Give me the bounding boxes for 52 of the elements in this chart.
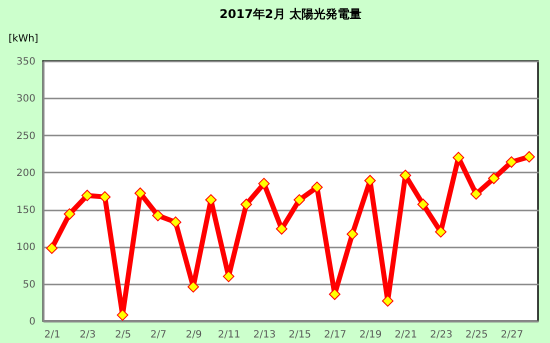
point [240,198,252,210]
point [64,208,76,220]
point [346,228,358,240]
point [152,210,164,222]
point [523,151,535,163]
y-tick-label: 50 [22,279,36,290]
x-tick-label: 2/15 [288,330,312,340]
point [222,270,234,282]
point [435,226,447,238]
x-tick-label: 2/17 [324,330,346,340]
point [170,216,182,228]
x-tick-label: 2/3 [80,330,96,340]
point [417,198,429,210]
x-tick-label: 2/9 [186,330,202,340]
point [452,152,464,164]
chart-title: 2017年2月 太陽光発電量 [220,7,362,21]
point [116,309,128,321]
x-tick-label: 2/5 [115,330,132,340]
point [276,223,288,235]
y-tick-label: 350 [16,56,36,68]
point [400,170,412,182]
y-axis-title: [kWh] [8,34,38,44]
point [470,188,482,200]
point [188,281,200,293]
x-tick-label: 2/19 [359,330,382,340]
point [488,172,500,184]
y-tick-label: 200 [16,168,36,179]
y-tick-label: 0 [29,316,36,328]
point [258,178,270,190]
y-tick-label: 150 [16,205,36,216]
point [506,156,518,168]
x-tick-label: 2/7 [150,330,166,340]
y-tick-label: 300 [16,94,36,105]
point [311,182,323,194]
point [81,190,93,202]
y-tick-label: 100 [16,242,36,254]
point [46,242,58,254]
x-tick-label: 2/23 [430,330,452,340]
point [205,194,217,206]
x-tick-label: 2/11 [218,330,240,340]
point [364,174,376,186]
point [99,191,111,203]
point [134,187,146,199]
x-tick-label: 2/1 [44,330,60,340]
x-tick-label: 2/21 [394,330,418,340]
point [328,288,340,300]
point [382,295,394,307]
x-tick-label: 2/27 [500,330,524,340]
point [294,194,306,206]
x-tick-label: 2/25 [465,330,488,340]
x-tick-label: 2/13 [253,330,276,340]
y-tick-label: 250 [16,130,36,142]
